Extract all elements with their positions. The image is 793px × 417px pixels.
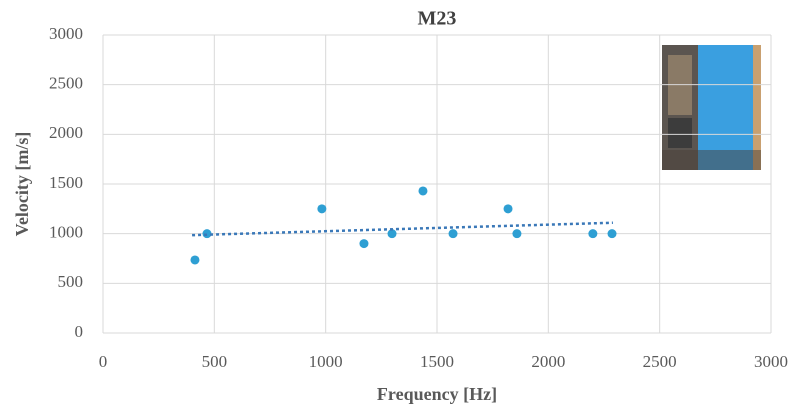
chart-title: M23 [418,8,457,30]
point [387,229,397,239]
inset-photo [662,45,761,170]
point [418,186,428,196]
point [448,229,458,239]
x-tick-label: 2500 [643,352,677,371]
trendline [192,221,613,237]
point [317,204,327,214]
x-tick-label: 500 [202,352,228,371]
y-tick-label: 500 [58,272,84,291]
y-tick-label: 0 [75,322,84,341]
y-tick-label: 1000 [49,223,83,242]
x-tick-label: 0 [99,352,108,371]
point [607,229,617,239]
x-tick-label: 1000 [309,352,343,371]
point [359,239,369,249]
x-axis-label: Frequency [Hz] [377,384,497,404]
y-tick-label: 2000 [49,123,83,142]
y-axis-label: Velocity [m/s] [12,132,32,237]
x-tick-label: 2000 [531,352,565,371]
x-tick-label: 3000 [754,352,788,371]
y-tick-label: 1500 [49,173,83,192]
point [512,229,522,239]
point [588,229,598,239]
y-tick-label: 3000 [49,24,83,43]
point [503,204,513,214]
point [190,255,200,265]
x-tick-label: 1500 [420,352,454,371]
y-tick-label: 2500 [49,74,83,93]
